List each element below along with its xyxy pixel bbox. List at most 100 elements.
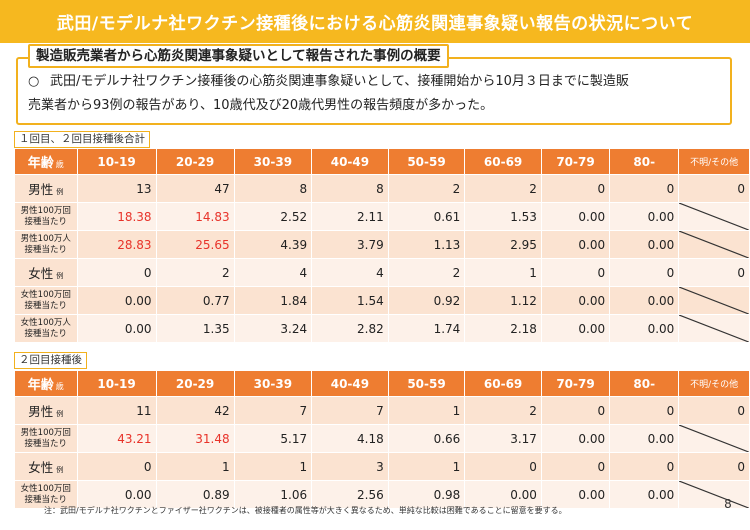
value-cell: 8 <box>233 174 313 203</box>
value-cell: 31.48 <box>155 424 235 453</box>
value-cell: 1.74 <box>387 314 466 343</box>
unknown-value-cell: 0 <box>678 174 750 203</box>
summary-line-1: 武田/モデルナ社ワクチン接種後の心筋炎関連事象疑いとして、接種開始から10月３日… <box>50 74 629 89</box>
age-group-header: 70-79 <box>540 148 611 175</box>
value-cell: 0 <box>76 452 157 481</box>
age-unit: 歳 <box>55 382 64 391</box>
diagonal-slash-icon <box>679 315 749 342</box>
table-row: 女性例 0 1 1 3 1 0 0 0 0 <box>14 452 750 481</box>
value-cell: 47 <box>155 174 235 203</box>
value-cell: 2 <box>155 258 235 287</box>
table-row: 女性100万人 接種当たり 0.00 1.35 3.24 2.82 1.74 2.18 0.00… <box>14 314 750 343</box>
value-cell: 3 <box>311 452 389 481</box>
row-label-unit: 例 <box>56 466 64 474</box>
value-cell: 0 <box>540 258 611 287</box>
value-cell: 0.00 <box>540 424 611 453</box>
unknown-header: 不明/その他 <box>678 370 750 397</box>
value-cell: 2 <box>464 174 542 203</box>
table-row: 男性例 11 42 7 7 1 2 0 0 0 <box>14 396 750 425</box>
diagonal-slash-icon <box>679 203 749 230</box>
not-applicable-cell <box>678 230 750 259</box>
row-label: 女性100万回 接種当たり <box>14 480 78 509</box>
bullet-circle: ○ <box>28 74 40 89</box>
row-label-line1: 男性100万回 <box>20 205 71 216</box>
row-label-text: 女性 <box>28 266 54 281</box>
row-label: 男性例 <box>14 174 78 203</box>
value-cell: 1 <box>155 452 235 481</box>
row-label-line1: 男性100万人 <box>20 233 71 244</box>
age-group-header: 50-59 <box>387 370 466 397</box>
value-cell: 1 <box>387 452 466 481</box>
row-label: 男性100万回 接種当たり <box>14 202 78 231</box>
value-cell: 4 <box>311 258 389 287</box>
row-label-line1: 女性100万回 <box>20 289 71 300</box>
header-row: 年齢歳 10-19 20-29 30-39 40-49 50-59 60-69 70-79 80… <box>14 148 750 175</box>
value-cell: 0.98 <box>387 480 466 509</box>
age-group-header: 20-29 <box>155 370 235 397</box>
not-applicable-cell <box>678 202 750 231</box>
row-label-text: 女性 <box>28 460 54 475</box>
value-cell: 4.39 <box>233 230 313 259</box>
age-group-header: 80- <box>609 148 680 175</box>
value-cell: 0.00 <box>540 480 611 509</box>
not-applicable-cell <box>678 424 750 453</box>
value-cell: 1.54 <box>311 286 389 315</box>
value-cell: 0.92 <box>387 286 466 315</box>
row-label: 女性100万回 接種当たり <box>14 286 78 315</box>
value-cell: 0.77 <box>155 286 235 315</box>
value-cell: 0.00 <box>609 314 680 343</box>
value-cell: 0.00 <box>76 314 157 343</box>
diagonal-slash-icon <box>679 287 749 314</box>
row-label-line1: 女性100万人 <box>20 317 71 328</box>
value-cell: 0 <box>609 174 680 203</box>
value-cell: 2 <box>464 396 542 425</box>
summary-line-2: 売業者から93例の報告があり、10歳代及び20歳代男性の報告頻度が多かった。 <box>28 98 494 113</box>
value-cell: 18.38 <box>76 202 157 231</box>
value-cell: 0.00 <box>76 480 157 509</box>
table-row: 男性100万回 接種当たり 43.21 31.48 5.17 4.18 0.66 3.17 0.… <box>14 424 750 453</box>
value-cell: 0 <box>609 452 680 481</box>
page-number: 8 <box>724 497 732 511</box>
value-cell: 2.18 <box>464 314 542 343</box>
age-group-header: 80- <box>609 370 680 397</box>
unknown-value-cell: 0 <box>678 258 750 287</box>
value-cell: 2.82 <box>311 314 389 343</box>
value-cell: 2.95 <box>464 230 542 259</box>
value-cell: 0.66 <box>387 424 466 453</box>
row-label-line2: 接種当たり <box>24 438 68 449</box>
table-total: 年齢歳 10-19 20-29 30-39 40-49 50-59 60-69 70-79 80… <box>14 148 750 343</box>
row-label-unit: 例 <box>56 410 64 418</box>
row-label-line2: 接種当たり <box>24 300 68 311</box>
not-applicable-cell <box>678 314 750 343</box>
row-label-text: 男性 <box>28 182 54 197</box>
row-label: 男性例 <box>14 396 78 425</box>
diagonal-slash-icon <box>679 231 749 258</box>
age-group-header: 40-49 <box>311 148 389 175</box>
table-row: 女性100万回 接種当たり 0.00 0.77 1.84 1.54 0.92 1.12 0.00… <box>14 286 750 315</box>
value-cell: 1.06 <box>233 480 313 509</box>
value-cell: 7 <box>233 396 313 425</box>
value-cell: 1.13 <box>387 230 466 259</box>
row-label: 女性例 <box>14 258 78 287</box>
age-group-header: 10-19 <box>76 370 157 397</box>
value-cell: 42 <box>155 396 235 425</box>
value-cell: 0.89 <box>155 480 235 509</box>
table1-label: １回目、２回目接種後合計 <box>14 131 150 148</box>
value-cell: 2.52 <box>233 202 313 231</box>
diagonal-slash-icon <box>679 425 749 452</box>
age-group-header: 70-79 <box>540 370 611 397</box>
row-label-line2: 接種当たり <box>24 244 68 255</box>
value-cell: 4.18 <box>311 424 389 453</box>
unknown-value-cell: 0 <box>678 452 750 481</box>
value-cell: 0 <box>609 258 680 287</box>
value-cell: 43.21 <box>76 424 157 453</box>
row-label-line2: 接種当たり <box>24 494 68 505</box>
age-group-header: 20-29 <box>155 148 235 175</box>
table-row: 男性100万人 接種当たり 28.83 25.65 4.39 3.79 1.13 2.95 0.… <box>14 230 750 259</box>
value-cell: 14.83 <box>155 202 235 231</box>
value-cell: 2.56 <box>311 480 389 509</box>
title-bar: 武田/モデルナ社ワクチン接種後における心筋炎関連事象疑い報告の状況について <box>0 0 750 43</box>
value-cell: 1.53 <box>464 202 542 231</box>
value-cell: 1.84 <box>233 286 313 315</box>
